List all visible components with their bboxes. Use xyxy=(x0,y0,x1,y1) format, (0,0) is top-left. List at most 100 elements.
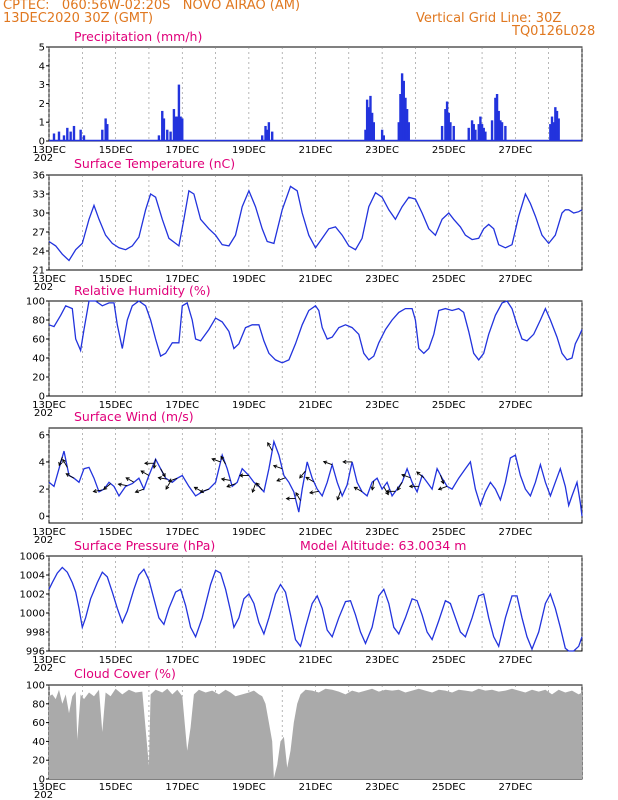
precip-bar xyxy=(472,124,475,141)
precip-bar xyxy=(444,109,447,141)
precip-year-label: 202 xyxy=(34,153,53,164)
wind-arrow xyxy=(267,442,273,451)
wind-arrow-head xyxy=(117,482,122,487)
cloud-ytick-label: 0 xyxy=(39,775,45,786)
precip-bar xyxy=(504,125,507,141)
temp-xtick-label: 27DEC xyxy=(499,274,533,285)
wind-arrow xyxy=(160,468,166,477)
wind-arrow xyxy=(438,485,448,490)
wind-ytick-label: 2 xyxy=(39,485,45,496)
model-code: TQ0126L028 xyxy=(512,24,596,39)
precip-bar xyxy=(172,109,176,141)
wind-ytick-label: 0 xyxy=(39,512,45,523)
precip-bar xyxy=(365,99,369,141)
precip-bar xyxy=(552,122,555,141)
precip-bar xyxy=(176,116,179,141)
precip-bar xyxy=(467,127,470,141)
precip-bar xyxy=(101,129,104,141)
precip-xtick-label: 25DEC xyxy=(432,145,466,156)
wind-arrow-head xyxy=(440,479,445,485)
precip-bar xyxy=(382,135,385,141)
wind-arrow xyxy=(220,456,226,465)
wind-arrow xyxy=(305,476,315,483)
wind-arrow xyxy=(158,477,168,480)
precip-bar xyxy=(480,124,484,141)
precip-bar xyxy=(500,122,504,141)
precip-bar xyxy=(405,109,409,141)
wind-arrow xyxy=(383,486,389,495)
wind-arrow-head xyxy=(220,477,226,482)
precip-bar xyxy=(69,131,72,141)
pres-xtick-label: 13DEC xyxy=(32,655,66,666)
cloud-year-label: 202 xyxy=(34,790,53,800)
pres-ytick-label: 1006 xyxy=(20,552,45,563)
wind-arrow-head xyxy=(143,461,149,466)
wind-arrow-head xyxy=(267,442,271,447)
temp-ytick-label: 24 xyxy=(32,247,45,258)
precip-bar xyxy=(449,122,452,141)
wind-arrow-head xyxy=(199,489,204,494)
precip-bar xyxy=(157,135,161,141)
wind-arrow-head xyxy=(401,473,406,478)
wind-arrow xyxy=(371,480,375,490)
rh-ytick-label: 60 xyxy=(32,335,45,346)
wind-arrow xyxy=(93,489,103,492)
wind-arrow-head xyxy=(58,461,63,467)
precip-bar xyxy=(82,135,86,141)
wind-xtick-label: 25DEC xyxy=(432,527,466,538)
rh-xtick-label: 17DEC xyxy=(165,400,199,411)
wind-arrow xyxy=(439,474,444,484)
precip-bar xyxy=(372,122,375,141)
temp-ytick-label: 27 xyxy=(32,228,45,239)
rh-xtick-label: 13DEC xyxy=(32,400,66,411)
precip-bar xyxy=(369,95,372,141)
pres-xtick-label: 27DEC xyxy=(499,655,533,666)
wind-arrow xyxy=(354,486,363,493)
wind-arrow xyxy=(401,474,411,479)
precip-bar xyxy=(270,131,274,141)
precip-bar xyxy=(161,110,164,141)
precip-bar xyxy=(265,129,269,141)
cloud-xtick-label: 21DEC xyxy=(299,782,333,793)
precip-bar xyxy=(440,125,444,141)
wind-arrow xyxy=(323,461,333,466)
cloud-xtick-label: 25DEC xyxy=(432,782,466,793)
wind-arrow-head xyxy=(103,486,108,491)
temp-ytick-label: 33 xyxy=(32,190,45,201)
wind-arrow-head xyxy=(276,477,281,482)
wind-arrow-head xyxy=(416,471,421,476)
rh-xtick-label: 15DEC xyxy=(99,400,133,411)
precip-bar xyxy=(404,97,407,141)
wind-arrow-head xyxy=(370,486,375,491)
precip-bar xyxy=(470,120,474,141)
precip-bar xyxy=(66,127,69,141)
pres-ytick-label: 996 xyxy=(26,647,45,658)
wind-arrow-head xyxy=(125,477,130,482)
rh-xtick-label: 21DEC xyxy=(299,400,333,411)
wind-arrow-head xyxy=(92,489,97,494)
precip-bar xyxy=(402,80,405,141)
rh-ytick-label: 20 xyxy=(32,373,45,384)
wind-arrow-head xyxy=(342,459,347,465)
precip-bar xyxy=(554,107,557,141)
precip-bar xyxy=(494,97,497,141)
wind-arrow xyxy=(336,491,341,500)
precip-bar xyxy=(364,129,367,141)
cloud-ytick-label: 40 xyxy=(32,737,45,748)
wind-arrow-head xyxy=(322,460,328,465)
precip-bar xyxy=(106,124,109,141)
wind-arrow-head xyxy=(437,486,443,491)
cloud-xtick-label: 27DEC xyxy=(499,782,533,793)
rh-title: Relative Humidity (%) xyxy=(74,283,211,298)
wind-arrow xyxy=(273,465,283,470)
cloud-xtick-label: 13DEC xyxy=(32,782,66,793)
cloud-ytick-label: 20 xyxy=(32,756,45,767)
precip-ytick-label: 4 xyxy=(39,61,45,72)
wind-arrow-head xyxy=(397,486,401,491)
precip-bar xyxy=(166,129,169,141)
pres-line xyxy=(48,566,583,652)
wind-xtick-label: 21DEC xyxy=(299,527,333,538)
precip-bar xyxy=(499,120,502,141)
wind-xtick-label: 19DEC xyxy=(232,527,266,538)
